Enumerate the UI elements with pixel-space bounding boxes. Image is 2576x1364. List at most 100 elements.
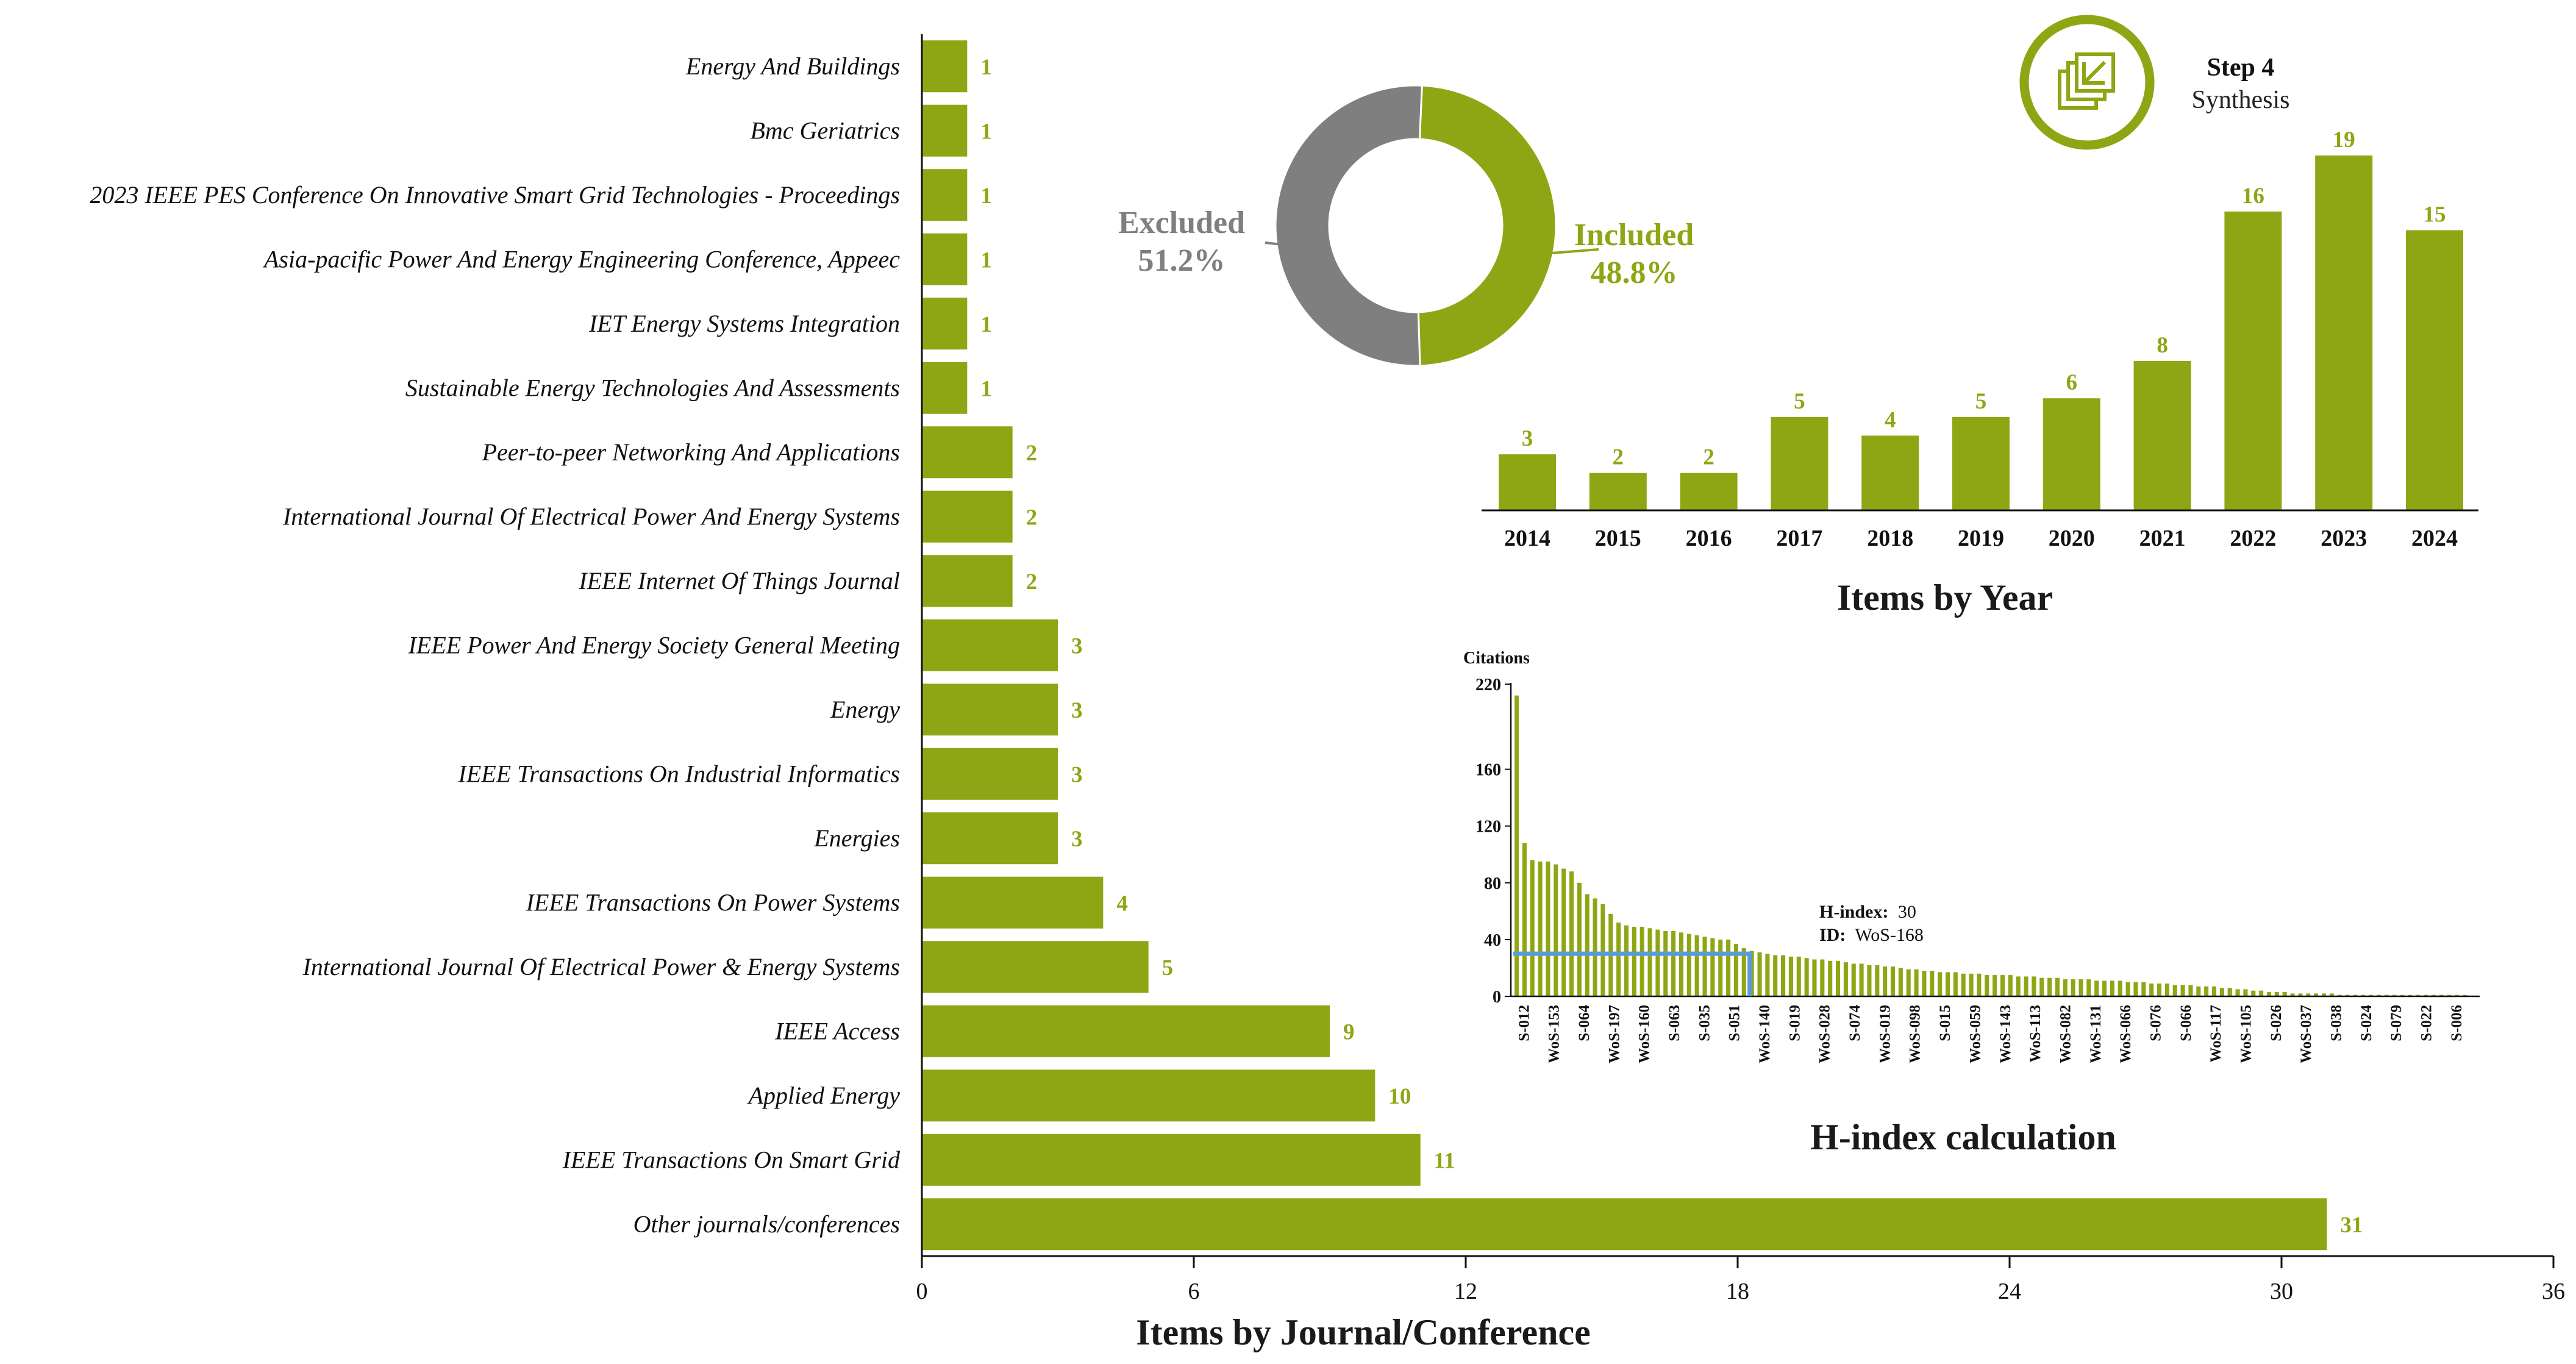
journal-bar: [922, 684, 1058, 736]
year-bar-value: 2: [1703, 445, 1714, 470]
journal-category-label: IEEE Internet Of Things Journal: [578, 567, 900, 595]
year-tick-label: 2015: [1595, 526, 1641, 551]
year-bar-value: 4: [1885, 407, 1896, 432]
h-index-id-value: WoS-168: [1855, 925, 1924, 945]
h-index-y-tick-label: 0: [1493, 988, 1501, 1007]
h-index-x-tick-label: S-063: [1666, 1005, 1683, 1041]
h-index-bar: [1875, 965, 1880, 996]
journal-bar: [922, 555, 1013, 607]
year-bar-chart: 3 2014 2 2015 2 2016 5 2017 4 2018 5 2019 6 2020 8 2021…: [1482, 127, 2478, 618]
year-tick-label: 2022: [2230, 526, 2276, 551]
year-bar-value: 2: [1613, 445, 1624, 470]
h-index-x-tick-label: WoS-160: [1636, 1005, 1653, 1063]
journal-chart-title: Items by Journal/Conference: [1136, 1312, 1591, 1352]
h-index-bar: [1828, 960, 1833, 996]
h-index-bar: [2266, 992, 2272, 996]
h-index-bar: [2125, 982, 2130, 996]
year-bar: [2043, 398, 2100, 510]
h-index-bar: [1930, 971, 1935, 996]
journal-category-label: IEEE Transactions On Smart Grid: [562, 1146, 901, 1173]
h-index-bar: [2078, 979, 2083, 996]
h-index-bar: [2196, 986, 2201, 996]
h-index-bar: [1530, 860, 1535, 996]
h-index-y-tick-label: 160: [1475, 761, 1501, 780]
included-slice-label: Included: [1574, 218, 1694, 252]
h-index-bar: [1663, 930, 1668, 996]
h-index-bar: [2188, 985, 2193, 996]
year-bar: [1952, 416, 2010, 510]
donut-slices-group: [1274, 84, 1557, 367]
excluded-slice-label: Excluded: [1118, 205, 1245, 240]
journal-category-label: International Journal Of Electrical Powe…: [302, 953, 900, 980]
h-index-bar: [1993, 975, 1997, 996]
h-index-x-labels-group: S-012 WoS-153 S-064 WoS-197 WoS-160 S-063 S-03…: [1516, 1005, 2465, 1063]
step-number-label: Step 4: [2207, 54, 2275, 82]
journal-category-label: 2023 IEEE PES Conference On Innovative S…: [90, 181, 900, 209]
h-index-id-label: ID:: [1819, 925, 1846, 945]
h-index-x-tick-label: WoS-117: [2208, 1005, 2224, 1062]
h-index-label: H-index:: [1819, 902, 1888, 922]
h-index-bar: [1546, 861, 1550, 996]
h-index-x-tick-label: WoS-131: [2088, 1005, 2104, 1063]
h-index-bar: [2032, 976, 2036, 996]
h-index-bar: [1977, 973, 1982, 996]
year-bar-value: 6: [2066, 370, 2078, 395]
h-index-bar: [2164, 984, 2169, 996]
h-index-x-tick-label: WoS-143: [1997, 1005, 2014, 1063]
h-index-bar: [1647, 928, 1652, 996]
h-index-value: 30: [1898, 902, 1916, 922]
h-index-bars-group: [1515, 695, 2467, 996]
h-index-x-tick-label: S-064: [1576, 1005, 1593, 1041]
journal-bar: [922, 1005, 1330, 1057]
h-index-x-tick-label: S-026: [2268, 1005, 2285, 1041]
h-index-bar: [1969, 973, 1974, 996]
journal-bar-value: 1: [980, 312, 992, 337]
journal-category-label: IEEE Power And Energy Society General Me…: [408, 631, 900, 659]
journal-x-tick-label: 6: [1188, 1279, 1200, 1304]
h-index-bar: [2118, 980, 2122, 996]
journal-category-label: IEEE Transactions On Industrial Informat…: [458, 760, 900, 787]
h-index-x-tick-label: S-074: [1847, 1005, 1863, 1041]
journal-x-tick-label: 12: [1454, 1279, 1477, 1304]
h-index-bar: [1757, 952, 1762, 996]
journal-x-tick-label: 30: [2270, 1279, 2293, 1304]
h-index-bar: [2219, 988, 2224, 996]
h-index-bar: [1585, 894, 1589, 996]
journal-x-tick-label: 36: [2542, 1279, 2565, 1304]
h-index-x-tick-label: WoS-028: [1817, 1005, 1833, 1063]
year-tick-label: 2019: [1958, 526, 2004, 551]
journal-bar-value: 1: [980, 248, 992, 273]
h-index-ylabel: Citations: [1463, 649, 1530, 668]
h-index-x-tick-label: S-006: [2449, 1005, 2465, 1041]
h-index-x-tick-label: S-076: [2147, 1005, 2164, 1041]
h-index-x-tick-label: WoS-140: [1757, 1005, 1773, 1063]
journal-bar: [922, 362, 968, 414]
h-index-x-tick-label: WoS-019: [1877, 1005, 1893, 1063]
h-index-bar: [2211, 986, 2217, 996]
h-index-bar: [1914, 969, 1919, 996]
year-tick-label: 2014: [1504, 526, 1550, 551]
h-index-bar: [2243, 989, 2248, 996]
journal-bar-value: 9: [1343, 1019, 1355, 1044]
h-index-bar: [1710, 938, 1715, 996]
h-index-bar: [1561, 868, 1566, 996]
h-index-bar: [2274, 992, 2279, 996]
h-index-bar: [1843, 962, 1848, 996]
journal-bar: [922, 812, 1058, 865]
h-index-bar: [2204, 986, 2209, 996]
journal-bar: [922, 748, 1058, 800]
journal-bar-value: 3: [1071, 827, 1083, 852]
h-index-bar: [2282, 992, 2287, 996]
h-index-x-tick-label: WoS-059: [1967, 1005, 1983, 1063]
journal-x-ticks-group: 0 6 12 18 24 30 36: [916, 1256, 2565, 1304]
journal-bar: [922, 1198, 2327, 1251]
h-index-x-tick-label: WoS-105: [2238, 1005, 2255, 1063]
h-index-x-tick-label: WoS-197: [1606, 1005, 1622, 1063]
included-slice-percent: 48.8%: [1591, 255, 1678, 290]
journal-category-label: Energies: [813, 824, 900, 852]
journal-bar: [922, 426, 1013, 479]
h-index-bar: [1788, 956, 1793, 996]
h-index-y-tick-label: 40: [1484, 931, 1501, 950]
journal-bar-value: 2: [1026, 570, 1038, 595]
donut-slice-excluded: [1274, 84, 1423, 367]
